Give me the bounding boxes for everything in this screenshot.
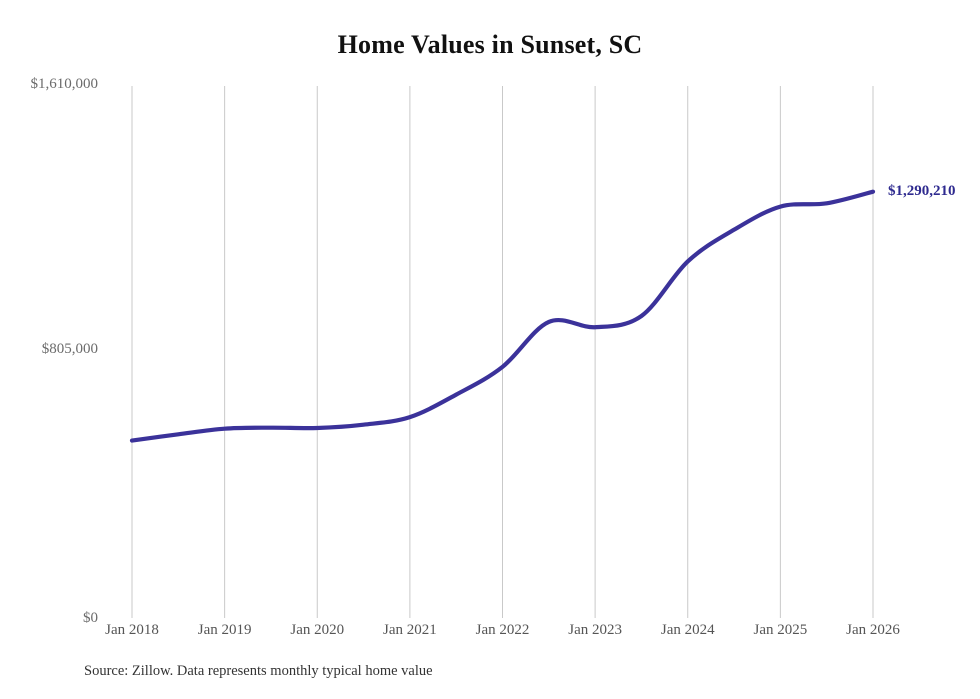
x-axis-tick-label: Jan 2025 [753, 622, 808, 638]
x-axis-tick-label: Jan 2019 [197, 622, 252, 638]
y-axis-label-mid: $805,000 [41, 341, 98, 357]
source-note: Source: Zillow. Data represents monthly … [84, 663, 433, 679]
gridlines-group [131, 86, 874, 618]
x-axis-tick-label: Jan 2021 [383, 622, 437, 638]
home-value-line [129, 189, 876, 443]
end-value-annotation: $1,290,210 [888, 182, 956, 199]
y-axis-label-max: $1,610,000 [30, 76, 99, 92]
x-axis-tick-label: Jan 2024 [660, 622, 715, 638]
x-axis-tick-label: Jan 2023 [568, 622, 622, 638]
x-axis-tick-label: Jan 2020 [290, 622, 345, 638]
x-axis-tick-label: Jan 2018 [105, 622, 159, 638]
x-axis-tick-label: Jan 2026 [846, 622, 900, 638]
y-axis-label-min: $0 [83, 610, 98, 626]
x-axis-tick-label: Jan 2022 [475, 622, 530, 638]
chart-title: Home Values in Sunset, SC [337, 30, 643, 59]
